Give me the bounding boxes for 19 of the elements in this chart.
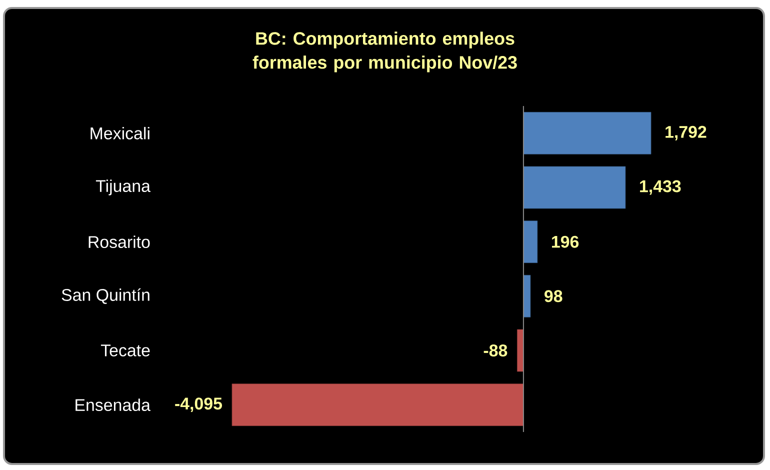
data-label: 1,792 xyxy=(666,126,706,140)
y-tick-label: Mexicali xyxy=(90,126,150,140)
y-tick-label: Tecate xyxy=(100,344,150,356)
data-label: 98 xyxy=(544,290,562,302)
data-label: 196 xyxy=(552,236,579,248)
y-tick-label: San Quintín xyxy=(62,288,150,304)
bar xyxy=(523,166,626,209)
y-tick-label: Ensenada xyxy=(76,398,150,412)
y-tick-label: Tijuana xyxy=(96,180,150,196)
bar xyxy=(517,329,524,372)
bar xyxy=(232,384,524,426)
bar xyxy=(523,220,538,264)
y-tick-label: Rosarito xyxy=(88,236,150,248)
data-label: -4,095 xyxy=(175,398,222,412)
bar xyxy=(523,112,652,154)
chart-title: BC: Comportamiento empleos formales por municipio Nov/23 xyxy=(252,32,517,72)
data-label: -88 xyxy=(484,344,508,356)
bar xyxy=(523,274,531,318)
data-label: 1,433 xyxy=(640,180,681,195)
